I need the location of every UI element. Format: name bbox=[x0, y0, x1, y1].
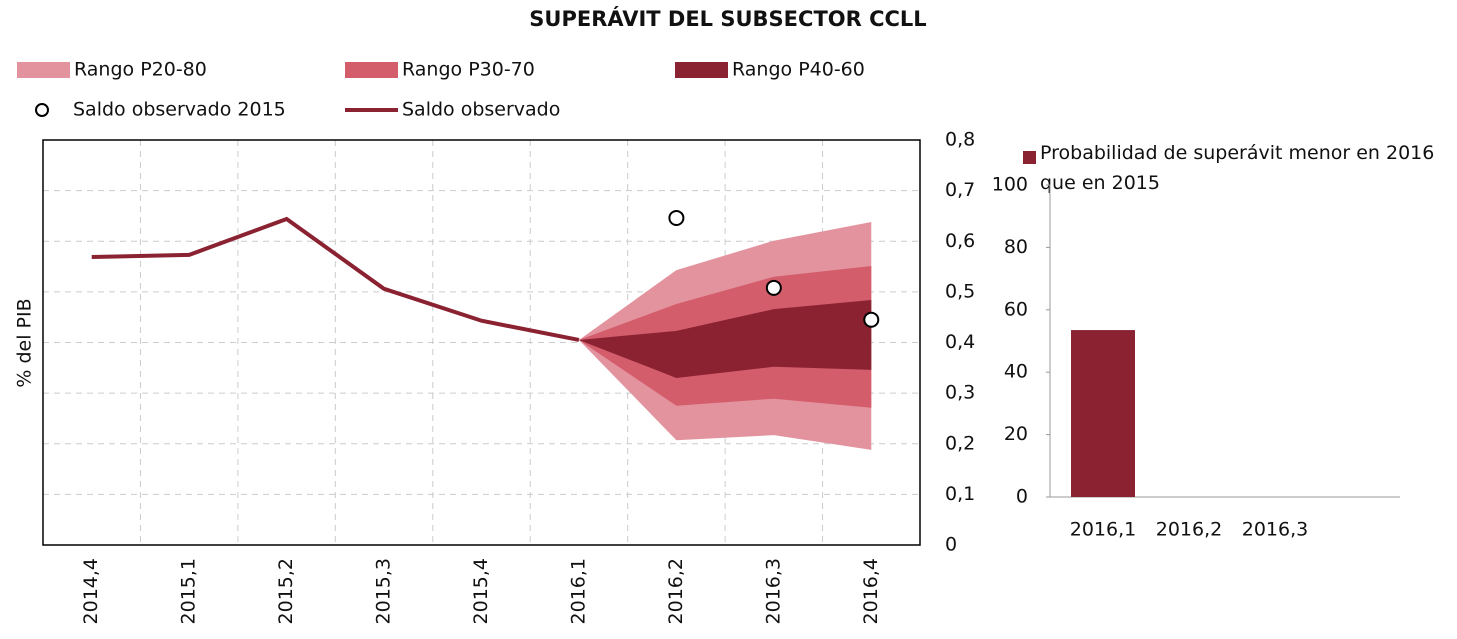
chart-title: SUPERÁVIT DEL SUBSECTOR CCLL bbox=[529, 6, 926, 31]
y-tick-label: 80 bbox=[1004, 236, 1028, 258]
legend-label: Saldo observado 2015 bbox=[73, 99, 286, 121]
y-tick-label: 100 bbox=[992, 174, 1028, 196]
x-tick-label: 2014,4 bbox=[80, 558, 102, 624]
y-tick-label: 20 bbox=[1004, 423, 1028, 445]
x-tick-label: 2015,2 bbox=[275, 558, 297, 624]
legend-label: Rango P40-60 bbox=[732, 59, 865, 81]
legend-swatch bbox=[1023, 151, 1036, 164]
x-tick-label: 2016,1 bbox=[1070, 519, 1136, 541]
point bbox=[765, 279, 782, 296]
y-tick-label: 0,6 bbox=[945, 230, 975, 252]
y-tick-label: 0,8 bbox=[945, 129, 975, 151]
legend-label: Saldo observado bbox=[402, 99, 560, 121]
x-tick-label: 2016,4 bbox=[860, 558, 882, 624]
legend-swatch bbox=[675, 62, 728, 78]
x-tick-label: 2015,3 bbox=[373, 558, 395, 624]
legend-label: Probabilidad de superávit menor en 2016 … bbox=[1040, 142, 1435, 194]
y-tick-label: 0,3 bbox=[945, 382, 975, 404]
x-tick-label: 2016,3 bbox=[1242, 519, 1308, 541]
legend-label: Rango P20-80 bbox=[74, 59, 207, 81]
y-tick-label: 40 bbox=[1004, 361, 1028, 383]
y-tick-label: 60 bbox=[1004, 298, 1028, 320]
bar bbox=[1071, 330, 1135, 497]
legend: Probabilidad de superávit menor en 2016 … bbox=[1040, 142, 1435, 194]
y-tick-label: 0,4 bbox=[945, 331, 975, 353]
x-tick-label: 2016,2 bbox=[1156, 519, 1222, 541]
x-tick-label: 2016,1 bbox=[567, 558, 589, 624]
legend-swatch bbox=[17, 62, 70, 78]
legend-swatch bbox=[35, 103, 49, 117]
x-tick-label: 2015,4 bbox=[470, 558, 492, 624]
y-tick-label: 0,1 bbox=[945, 483, 975, 505]
y-tick-label: 0,2 bbox=[945, 432, 975, 454]
x-tick-label: 2015,1 bbox=[178, 558, 200, 624]
point bbox=[668, 209, 685, 226]
y-tick-label: 0,7 bbox=[945, 179, 975, 201]
plot-frame bbox=[42, 139, 921, 546]
x-tick-label: 2016,2 bbox=[665, 558, 687, 624]
y-tick-label: 0,5 bbox=[945, 280, 975, 302]
y-tick-label: 0 bbox=[1016, 486, 1028, 508]
x-tick-label: 2016,3 bbox=[762, 558, 784, 624]
legend-swatch bbox=[345, 62, 398, 78]
y-tick-label: 0 bbox=[945, 534, 957, 556]
point bbox=[863, 311, 880, 328]
legend-label: Rango P30-70 bbox=[402, 59, 535, 81]
line bbox=[91, 216, 580, 342]
range-band bbox=[578, 299, 872, 378]
y-axis-label: % del PIB bbox=[14, 298, 36, 387]
